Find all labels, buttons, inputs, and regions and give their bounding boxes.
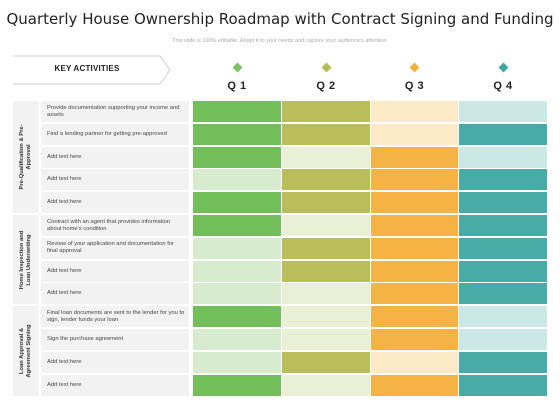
roadmap-cell-q4-dark <box>459 123 547 145</box>
roadmap-cell-q3-dark <box>371 260 458 282</box>
roadmap-cell-q1-dark <box>193 123 281 145</box>
roadmap-cell-q1-dark <box>193 146 281 168</box>
quarter-label: Q 4 <box>493 80 513 92</box>
roadmap-cell-q4-dark <box>459 192 547 214</box>
roadmap-cell-q4-dark <box>459 283 547 305</box>
roadmap-cell-q3-dark <box>371 374 458 396</box>
roadmap-cell-q2-dark <box>282 169 370 191</box>
roadmap-cell-q1-dark <box>193 374 281 396</box>
quarter-header-3: Q 3 <box>371 62 458 92</box>
roadmap-cell-q4-dark <box>459 260 547 282</box>
roadmap-cell-q3-dark <box>371 237 458 259</box>
quarter-header-1: Q 1 <box>193 62 281 92</box>
activity-label: Review of your application and documenta… <box>41 237 189 259</box>
roadmap-cell-q1-light <box>193 237 281 259</box>
roadmap-cell-q4-dark <box>459 351 547 373</box>
diamond-icon <box>321 62 331 73</box>
activity-label: Add text here <box>41 260 189 282</box>
activity-label: Add text here <box>41 192 189 214</box>
roadmap-cell-q4-dark <box>459 215 547 236</box>
quarter-header-4: Q 4 <box>459 62 547 92</box>
activity-label: Find a lending partner for getting pre-a… <box>41 123 189 145</box>
roadmap-cell-q3-light <box>371 351 458 373</box>
roadmap-cell-q1-light <box>193 329 281 350</box>
roadmap-cell-q2-dark <box>282 351 370 373</box>
roadmap-cell-q2-dark <box>282 260 370 282</box>
diamond-icon <box>409 62 420 73</box>
roadmap-cell-q2-light <box>282 215 370 236</box>
quarter-label: Q 1 <box>227 80 247 92</box>
section-label-3: Loan Approval & Agreement Signing <box>13 306 39 396</box>
roadmap-cell-q3-dark <box>371 215 458 236</box>
page-title: Quarterly House Ownership Roadmap with C… <box>6 10 554 28</box>
roadmap-cell-q3-dark <box>371 306 458 328</box>
roadmap-cell-q4-dark <box>459 169 547 191</box>
activity-label: Add text here <box>41 351 189 373</box>
activity-label: Add text here <box>41 169 189 191</box>
roadmap-cell-q3-dark <box>371 169 458 191</box>
activity-label: Provide documentation supporting your in… <box>41 101 189 122</box>
roadmap-cell-q3-dark <box>371 146 458 168</box>
roadmap-cell-q1-light <box>193 169 281 191</box>
roadmap-cell-q2-dark <box>282 192 370 214</box>
roadmap-cell-q2-light <box>282 374 370 396</box>
roadmap-cell-q4-dark <box>459 374 547 396</box>
roadmap-cell-q1-light <box>193 283 281 305</box>
roadmap-cell-q4-light <box>459 101 547 122</box>
section-label-2: Home Inspection and Loan Underwriting <box>13 215 39 305</box>
activity-label: Add text here <box>41 374 189 396</box>
roadmap-cell-q3-light <box>371 101 458 122</box>
roadmap-cell-q1-dark <box>193 192 281 214</box>
roadmap-cell-q4-light <box>459 146 547 168</box>
roadmap-cell-q3-light <box>371 123 458 145</box>
key-activities-label: KEY ACTIVITIES <box>54 64 120 73</box>
page-subtitle: This slide is 100% editable. Adapt it to… <box>172 38 388 44</box>
quarter-label: Q 3 <box>404 80 425 92</box>
roadmap-cell-q3-dark <box>371 283 458 305</box>
section-label-text: Pre-Qualification & Pre- Approval <box>19 124 32 190</box>
roadmap-cell-q2-light <box>282 283 370 305</box>
quarter-label: Q 2 <box>316 80 336 92</box>
roadmap-cell-q4-light <box>459 306 547 328</box>
roadmap-cell-q3-dark <box>371 192 458 214</box>
roadmap-cell-q2-dark <box>282 237 370 259</box>
diamond-icon <box>498 62 508 73</box>
key-activities-arrow-icon <box>13 55 171 85</box>
roadmap-cell-q2-light <box>282 329 370 350</box>
roadmap-cell-q1-dark <box>193 101 281 122</box>
key-activities-header: KEY ACTIVITIES <box>12 55 171 85</box>
section-label-1: Pre-Qualification & Pre- Approval <box>13 101 39 214</box>
roadmap-cell-q3-dark <box>371 329 458 350</box>
roadmap-cell-q1-dark <box>193 306 281 328</box>
roadmap-cell-q4-light <box>459 329 547 350</box>
activity-label: Add text here <box>41 146 189 168</box>
roadmap-cell-q1-light <box>193 260 281 282</box>
section-label-text: Loan Approval & Agreement Signing <box>19 324 32 378</box>
roadmap-cell-q2-dark <box>282 123 370 145</box>
activity-label: Add text here <box>41 283 189 305</box>
roadmap-cell-q2-dark <box>282 101 370 122</box>
roadmap-cell-q1-light <box>193 351 281 373</box>
activity-label: Final loan documents are sent to the len… <box>41 306 189 328</box>
roadmap-cell-q2-light <box>282 306 370 328</box>
section-label-text: Home Inspection and Loan Underwriting <box>19 230 32 289</box>
roadmap-cell-q4-dark <box>459 237 547 259</box>
quarter-header-2: Q 2 <box>282 62 370 92</box>
activity-label: Contract with an agent that provides inf… <box>41 215 189 236</box>
roadmap-cell-q2-light <box>282 146 370 168</box>
roadmap-cell-q1-dark <box>193 215 281 236</box>
activity-label: Sign the purchase agreement <box>41 329 189 350</box>
diamond-icon <box>232 62 242 73</box>
